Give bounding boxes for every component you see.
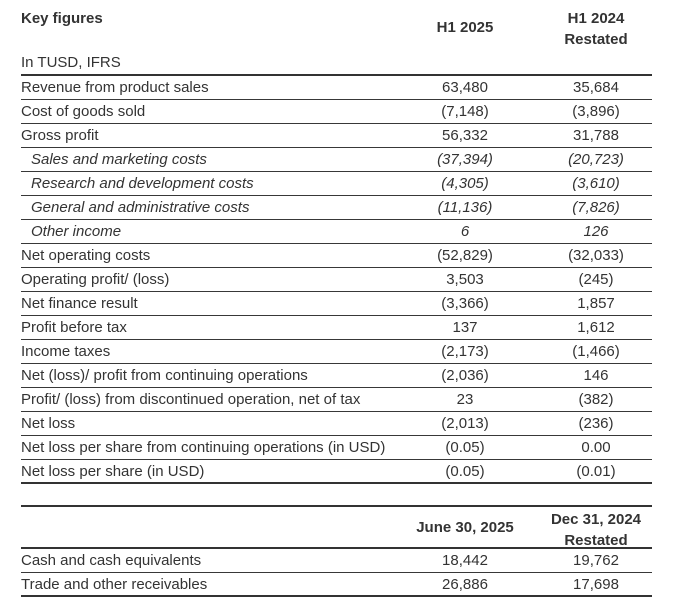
table-row: Trade and other receivables 26,886 17,698 <box>21 573 652 597</box>
row-label: Income taxes <box>21 343 111 360</box>
row-label: General and administrative costs <box>31 199 250 216</box>
row-value-col1: 26,886 <box>442 575 488 593</box>
row-label: Net loss per share (in USD) <box>21 462 205 480</box>
row-label: Net (loss)/ profit from continuing opera… <box>21 367 308 384</box>
table-row: Net loss per share from continuing opera… <box>21 436 652 460</box>
table-row: Profit before tax 137 1,612 <box>21 316 652 340</box>
table-row: Cash and cash equivalents 18,442 19,762 <box>21 549 652 573</box>
row-value-col1: (2,013) <box>441 415 489 432</box>
row-value-col1: 3,503 <box>446 271 484 288</box>
row-label: Cash and cash equivalents <box>21 552 202 569</box>
column-header-june-30-2025: June 30, 2025 <box>416 518 514 536</box>
row-value-col1: (0.05) <box>445 439 485 456</box>
row-value-col2: (3,610) <box>572 175 620 192</box>
table-row: Gross profit 56,332 31,788 <box>21 124 652 148</box>
row-label: Cost of goods sold <box>21 103 146 120</box>
row-label: Profit/ (loss) from discontinued operati… <box>21 391 361 408</box>
row-value-col1: (0.05) <box>445 462 485 480</box>
row-value-col1: 18,442 <box>442 552 488 569</box>
row-value-col2: 1,857 <box>577 295 615 312</box>
column-header-h1-2024-restated: H1 2024 Restated <box>540 4 652 50</box>
key-figures-rows: Revenue from product sales 63,480 35,684 Co… <box>21 76 652 484</box>
table-row: Profit/ (loss) from discontinued operati… <box>21 388 652 412</box>
table-row: General and administrative costs (11,136)… <box>21 196 652 220</box>
row-value-col2: (0.01) <box>576 462 616 480</box>
key-figures-table: Key figures H1 2025 H1 2024 Restated In … <box>21 4 652 484</box>
table-row: Sales and marketing costs (37,394) (20,723… <box>21 148 652 172</box>
row-label: Net finance result <box>21 295 138 312</box>
row-value-col1: (7,148) <box>441 103 489 120</box>
column-header-h1-2025: H1 2025 <box>436 18 494 36</box>
table-row: Other income 6 126 <box>21 220 652 244</box>
row-label: Net loss <box>21 415 76 432</box>
table-row: Revenue from product sales 63,480 35,684 <box>21 76 652 100</box>
row-value-col2: (245) <box>578 271 614 288</box>
row-value-col1: 6 <box>460 223 470 240</box>
row-value-col2: 126 <box>583 223 609 240</box>
row-value-col2: (1,466) <box>572 343 620 360</box>
row-value-col1: 63,480 <box>442 79 488 96</box>
column-header-line2: Restated <box>564 31 628 48</box>
row-value-col2: (7,826) <box>572 199 620 216</box>
key-figures-header-row: Key figures H1 2025 H1 2024 Restated <box>21 4 652 50</box>
row-value-col1: 56,332 <box>442 127 488 144</box>
row-value-col2: (3,896) <box>572 103 620 120</box>
row-label: Gross profit <box>21 127 99 144</box>
row-label: Operating profit/ (loss) <box>21 271 170 288</box>
row-label: Profit before tax <box>21 319 127 336</box>
table-title: Key figures <box>21 10 103 27</box>
row-label: Net operating costs <box>21 247 151 264</box>
table-row: Income taxes (2,173) (1,466) <box>21 340 652 364</box>
row-value-col2: 146 <box>583 367 609 384</box>
row-value-col2: 0.00 <box>581 439 611 456</box>
table-row: Net loss (2,013) (236) <box>21 412 652 436</box>
row-value-col1: (2,173) <box>441 343 489 360</box>
row-value-col2: 35,684 <box>573 79 619 96</box>
table-row: Net loss per share (in USD) (0.05) (0.01) <box>21 460 652 484</box>
column-header-dec-31-2024-restated: Dec 31, 2024 Restated <box>540 507 652 549</box>
row-value-col2: (32,033) <box>568 247 624 264</box>
balance-rows: Cash and cash equivalents 18,442 19,762 Tra… <box>21 549 652 597</box>
table-row: Net operating costs (52,829) (32,033) <box>21 244 652 268</box>
table-row: Research and development costs (4,305) (3,… <box>21 172 652 196</box>
row-value-col2: (382) <box>578 391 614 408</box>
table-row: Operating profit/ (loss) 3,503 (245) <box>21 268 652 292</box>
column-header-line2: Restated <box>564 532 628 549</box>
row-label: Net loss per share from continuing opera… <box>21 439 386 456</box>
row-value-col2: 31,788 <box>573 127 619 144</box>
balance-header-row: June 30, 2025 Dec 31, 2024 Restated <box>21 507 652 549</box>
row-value-col1: 137 <box>452 319 478 336</box>
column-header-line1: Dec 31, 2024 <box>550 511 642 528</box>
row-value-col1: (11,136) <box>437 199 493 216</box>
column-header-line1: H1 2024 <box>567 10 625 27</box>
row-label: Trade and other receivables <box>21 575 208 593</box>
header-spacer <box>21 507 390 547</box>
row-label: Revenue from product sales <box>21 79 209 96</box>
table-row: Net (loss)/ profit from continuing opera… <box>21 364 652 388</box>
row-value-col1: (52,829) <box>437 247 493 264</box>
row-value-col2: 1,612 <box>577 319 615 336</box>
row-value-col1: 23 <box>456 391 474 408</box>
balance-items-table: June 30, 2025 Dec 31, 2024 Restated Cash… <box>21 505 652 597</box>
row-value-col1: (37,394) <box>437 151 493 168</box>
row-value-col2: (236) <box>578 415 614 432</box>
row-value-col2: 19,762 <box>573 552 619 569</box>
row-label: Other income <box>31 223 122 240</box>
row-label: Sales and marketing costs <box>31 151 207 168</box>
table-row: Cost of goods sold (7,148) (3,896) <box>21 100 652 124</box>
units-note: In TUSD, IFRS <box>21 50 652 76</box>
row-value-col2: 17,698 <box>573 575 619 593</box>
row-label: Research and development costs <box>31 175 254 192</box>
table-row: Net finance result (3,366) 1,857 <box>21 292 652 316</box>
row-value-col2: (20,723) <box>568 151 624 168</box>
row-value-col1: (3,366) <box>441 295 489 312</box>
row-value-col1: (2,036) <box>441 367 489 384</box>
row-value-col1: (4,305) <box>441 175 489 192</box>
